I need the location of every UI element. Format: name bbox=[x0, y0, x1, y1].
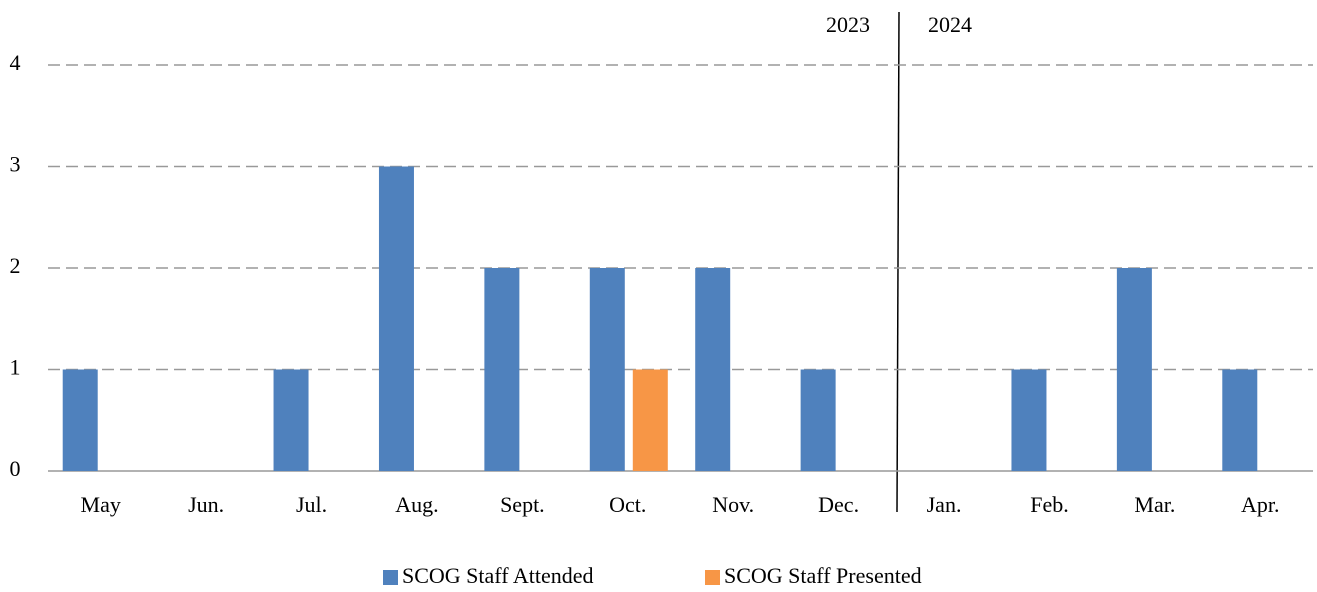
year-divider bbox=[896, 11, 900, 513]
bar bbox=[484, 268, 520, 471]
bar bbox=[800, 369, 836, 471]
y-tick-label: 4 bbox=[10, 50, 21, 75]
x-tick-label: Sept. bbox=[500, 492, 545, 517]
bar bbox=[589, 268, 625, 471]
y-tick-label: 0 bbox=[10, 456, 21, 481]
legend-label: SCOG Staff Attended bbox=[402, 563, 593, 588]
year-label: 2024 bbox=[928, 12, 972, 37]
legend-swatch bbox=[383, 570, 398, 585]
x-tick-label: Apr. bbox=[1241, 492, 1280, 517]
x-tick-label: May bbox=[81, 492, 121, 517]
x-tick-label: Mar. bbox=[1134, 492, 1175, 517]
x-tick-label: Nov. bbox=[712, 492, 754, 517]
y-tick-label: 2 bbox=[10, 253, 21, 278]
year-label: 2023 bbox=[826, 12, 870, 37]
x-tick-label: Dec. bbox=[818, 492, 859, 517]
bar bbox=[62, 369, 98, 471]
bar bbox=[273, 369, 309, 471]
bar bbox=[378, 166, 414, 471]
x-tick-label: Aug. bbox=[395, 492, 438, 517]
x-tick-label: Jan. bbox=[927, 492, 962, 517]
x-tick-label: Oct. bbox=[609, 492, 646, 517]
y-tick-label: 3 bbox=[10, 152, 21, 177]
y-tick-label: 1 bbox=[10, 355, 21, 380]
x-tick-label: Feb. bbox=[1030, 492, 1069, 517]
bar bbox=[632, 369, 668, 471]
bar bbox=[695, 268, 731, 471]
legend-swatch bbox=[705, 570, 720, 585]
x-tick-label: Jun. bbox=[188, 492, 224, 517]
bar bbox=[1222, 369, 1258, 471]
bar bbox=[1116, 268, 1152, 471]
bar bbox=[1011, 369, 1047, 471]
x-tick-label: Jul. bbox=[296, 492, 327, 517]
legend-label: SCOG Staff Presented bbox=[724, 563, 922, 588]
